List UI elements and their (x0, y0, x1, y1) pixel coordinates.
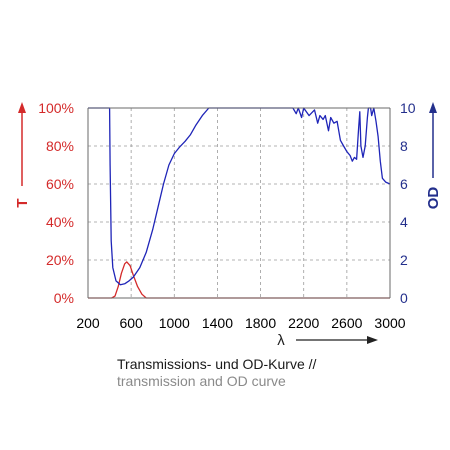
plot-frame (87, 107, 391, 299)
left-tick-label: 40% (46, 214, 74, 230)
right-tick-label: 2 (400, 252, 408, 268)
grid (88, 108, 390, 298)
right-tick-label: 6 (400, 176, 408, 192)
left-axis-title-group: T (14, 102, 31, 208)
x-axis-title: λ (277, 332, 285, 349)
left-axis-arrow-head (18, 102, 26, 113)
right-tick-label: 10 (400, 100, 416, 116)
right-axis-arrow-head (429, 102, 437, 113)
x-axis-arrow-head (367, 336, 378, 344)
x-tick-label: 1000 (159, 315, 190, 331)
caption-german: Transmissions- und OD-Kurve // (117, 356, 317, 372)
od-curve (88, 107, 391, 286)
left-tick-label: 0% (54, 290, 74, 306)
x-axis-title-group: λ (277, 332, 378, 349)
right-axis-title: OD (425, 187, 442, 210)
x-tick-label: 1400 (202, 315, 233, 331)
left-tick-label: 60% (46, 176, 74, 192)
caption-english: transmission and OD curve (117, 373, 286, 389)
series-layer (88, 107, 391, 299)
left-tick-label: 100% (38, 100, 74, 116)
x-tick-label: 200 (76, 315, 100, 331)
right-axis-ticks: 0 2 4 6 8 10 (400, 100, 416, 306)
left-axis-title: T (14, 198, 31, 207)
right-tick-label: 4 (400, 214, 408, 230)
right-axis-title-group: OD (425, 102, 442, 209)
left-tick-label: 20% (46, 252, 74, 268)
right-tick-label: 0 (400, 290, 408, 306)
x-tick-label: 3000 (374, 315, 405, 331)
chart-caption: Transmissions- und OD-Kurve // transmiss… (117, 356, 316, 390)
right-tick-label: 8 (400, 138, 408, 154)
x-tick-label: 600 (119, 315, 143, 331)
x-tick-label: 2200 (288, 315, 319, 331)
left-tick-label: 80% (46, 138, 74, 154)
transmission-curve (88, 261, 390, 299)
x-tick-label: 2600 (331, 315, 362, 331)
x-axis-ticks: 200 600 1000 1400 1800 2200 2600 3000 (76, 315, 405, 331)
x-tick-label: 1800 (245, 315, 276, 331)
left-axis-ticks: 0% 20% 40% 60% 80% 100% (38, 100, 74, 306)
